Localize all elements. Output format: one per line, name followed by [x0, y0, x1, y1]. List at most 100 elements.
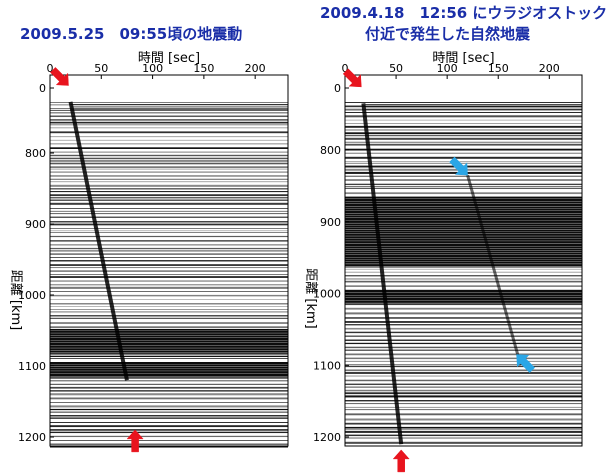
trace-line — [50, 147, 288, 149]
trace-line — [50, 264, 288, 266]
trace-line — [345, 255, 582, 258]
trace-line — [345, 246, 582, 249]
trace-line — [345, 148, 582, 151]
trace-line — [50, 270, 288, 272]
trace-line — [50, 276, 288, 278]
trace-line — [50, 443, 288, 445]
trace-line — [345, 188, 582, 189]
trace-line — [50, 374, 288, 377]
x-tick-label: 150 — [193, 62, 214, 75]
trace-line — [50, 383, 288, 385]
trace-line — [50, 402, 288, 403]
trace-line — [345, 259, 582, 262]
trace-line — [345, 371, 582, 374]
trace-line — [70, 104, 288, 105]
y-tick-label: 0 — [334, 82, 341, 95]
trace-line — [50, 317, 288, 319]
trace-line — [50, 216, 288, 218]
y-tick-label: 1100 — [18, 360, 46, 373]
y-tick-label: 800 — [25, 147, 46, 160]
plot-frame — [49, 74, 289, 447]
trace-line — [345, 102, 582, 103]
trace-line — [345, 426, 582, 429]
chart-panel-0: 0 50 100 150 200 0 800 900 1000 1100 1200 時間 [sec] 距… — [8, 51, 289, 453]
trace-line — [50, 168, 288, 170]
trace-line — [345, 123, 582, 124]
x-tick-label: 50 — [389, 62, 403, 75]
trace-line — [345, 137, 582, 140]
trace-line — [50, 267, 288, 269]
y-tick-label: 1100 — [313, 359, 341, 372]
trace-line — [345, 353, 582, 356]
trace-line — [50, 244, 288, 246]
trace-line — [345, 346, 582, 349]
trace-line — [345, 437, 582, 439]
trace-line — [345, 161, 582, 163]
x-tick-label: 200 — [539, 62, 560, 75]
trace-line — [50, 260, 288, 262]
trace-line — [345, 203, 582, 207]
trace-line — [345, 278, 582, 280]
trace-line — [50, 210, 288, 212]
trace-line — [345, 289, 582, 293]
trace-line — [50, 274, 288, 276]
trace-line — [50, 199, 288, 201]
trace-line — [50, 386, 288, 389]
trace-line — [50, 194, 288, 196]
trace-line — [50, 247, 288, 250]
trace-line — [345, 429, 582, 431]
trace-line — [345, 339, 582, 342]
trace-line — [50, 417, 288, 419]
x-axis-label: 時間 [sec] — [432, 51, 494, 66]
trace-line — [50, 397, 288, 400]
trace-line — [365, 104, 582, 105]
trace-line — [345, 327, 582, 330]
trace-line — [50, 306, 288, 307]
trace-line — [345, 250, 582, 253]
trace-line — [50, 291, 288, 292]
trace-line — [50, 330, 288, 333]
y-axis-label: 距離 [km] — [8, 270, 23, 330]
trace-line — [50, 240, 288, 242]
trace-line — [50, 429, 288, 431]
arrow-shape — [392, 449, 410, 473]
red-arrow-marker — [392, 449, 410, 473]
trace-line — [345, 238, 582, 241]
trace-line — [345, 201, 582, 204]
trace-line — [50, 358, 288, 359]
trace-line — [50, 196, 288, 199]
chart-panel-1: 0 50 100 150 200 0 800 900 1000 1100 1200 時間 [sec] 距… — [303, 51, 583, 473]
trace-line — [70, 106, 288, 108]
trace-line — [345, 175, 582, 177]
trace-line — [50, 390, 288, 392]
trace-line — [50, 121, 288, 124]
x-tick-label: 100 — [142, 62, 163, 75]
trace-line — [345, 400, 582, 402]
trace-line — [345, 115, 582, 118]
trace-line — [345, 307, 582, 310]
trace-line — [345, 365, 582, 368]
trace-line — [345, 198, 582, 202]
trace-line — [345, 295, 582, 298]
y-tick-label: 800 — [320, 144, 341, 157]
trace-line — [345, 135, 582, 137]
trace-line — [50, 425, 288, 428]
trace-line — [345, 236, 582, 239]
trace-line — [50, 422, 288, 423]
trace-line — [345, 231, 582, 234]
trace-line — [50, 235, 288, 238]
trace-line — [345, 229, 582, 232]
trace-line — [50, 431, 288, 434]
trace-line — [345, 141, 582, 143]
trace-line — [345, 431, 582, 433]
trace-line — [345, 143, 582, 146]
trace-line — [50, 162, 288, 165]
trace-line — [50, 124, 288, 126]
trace-line — [345, 220, 582, 223]
trace-line — [50, 181, 288, 183]
trace-line — [345, 213, 582, 216]
trace-line — [345, 119, 582, 121]
trace-line — [50, 119, 288, 121]
red-arrow-marker — [126, 429, 144, 453]
trace-line — [345, 375, 582, 377]
